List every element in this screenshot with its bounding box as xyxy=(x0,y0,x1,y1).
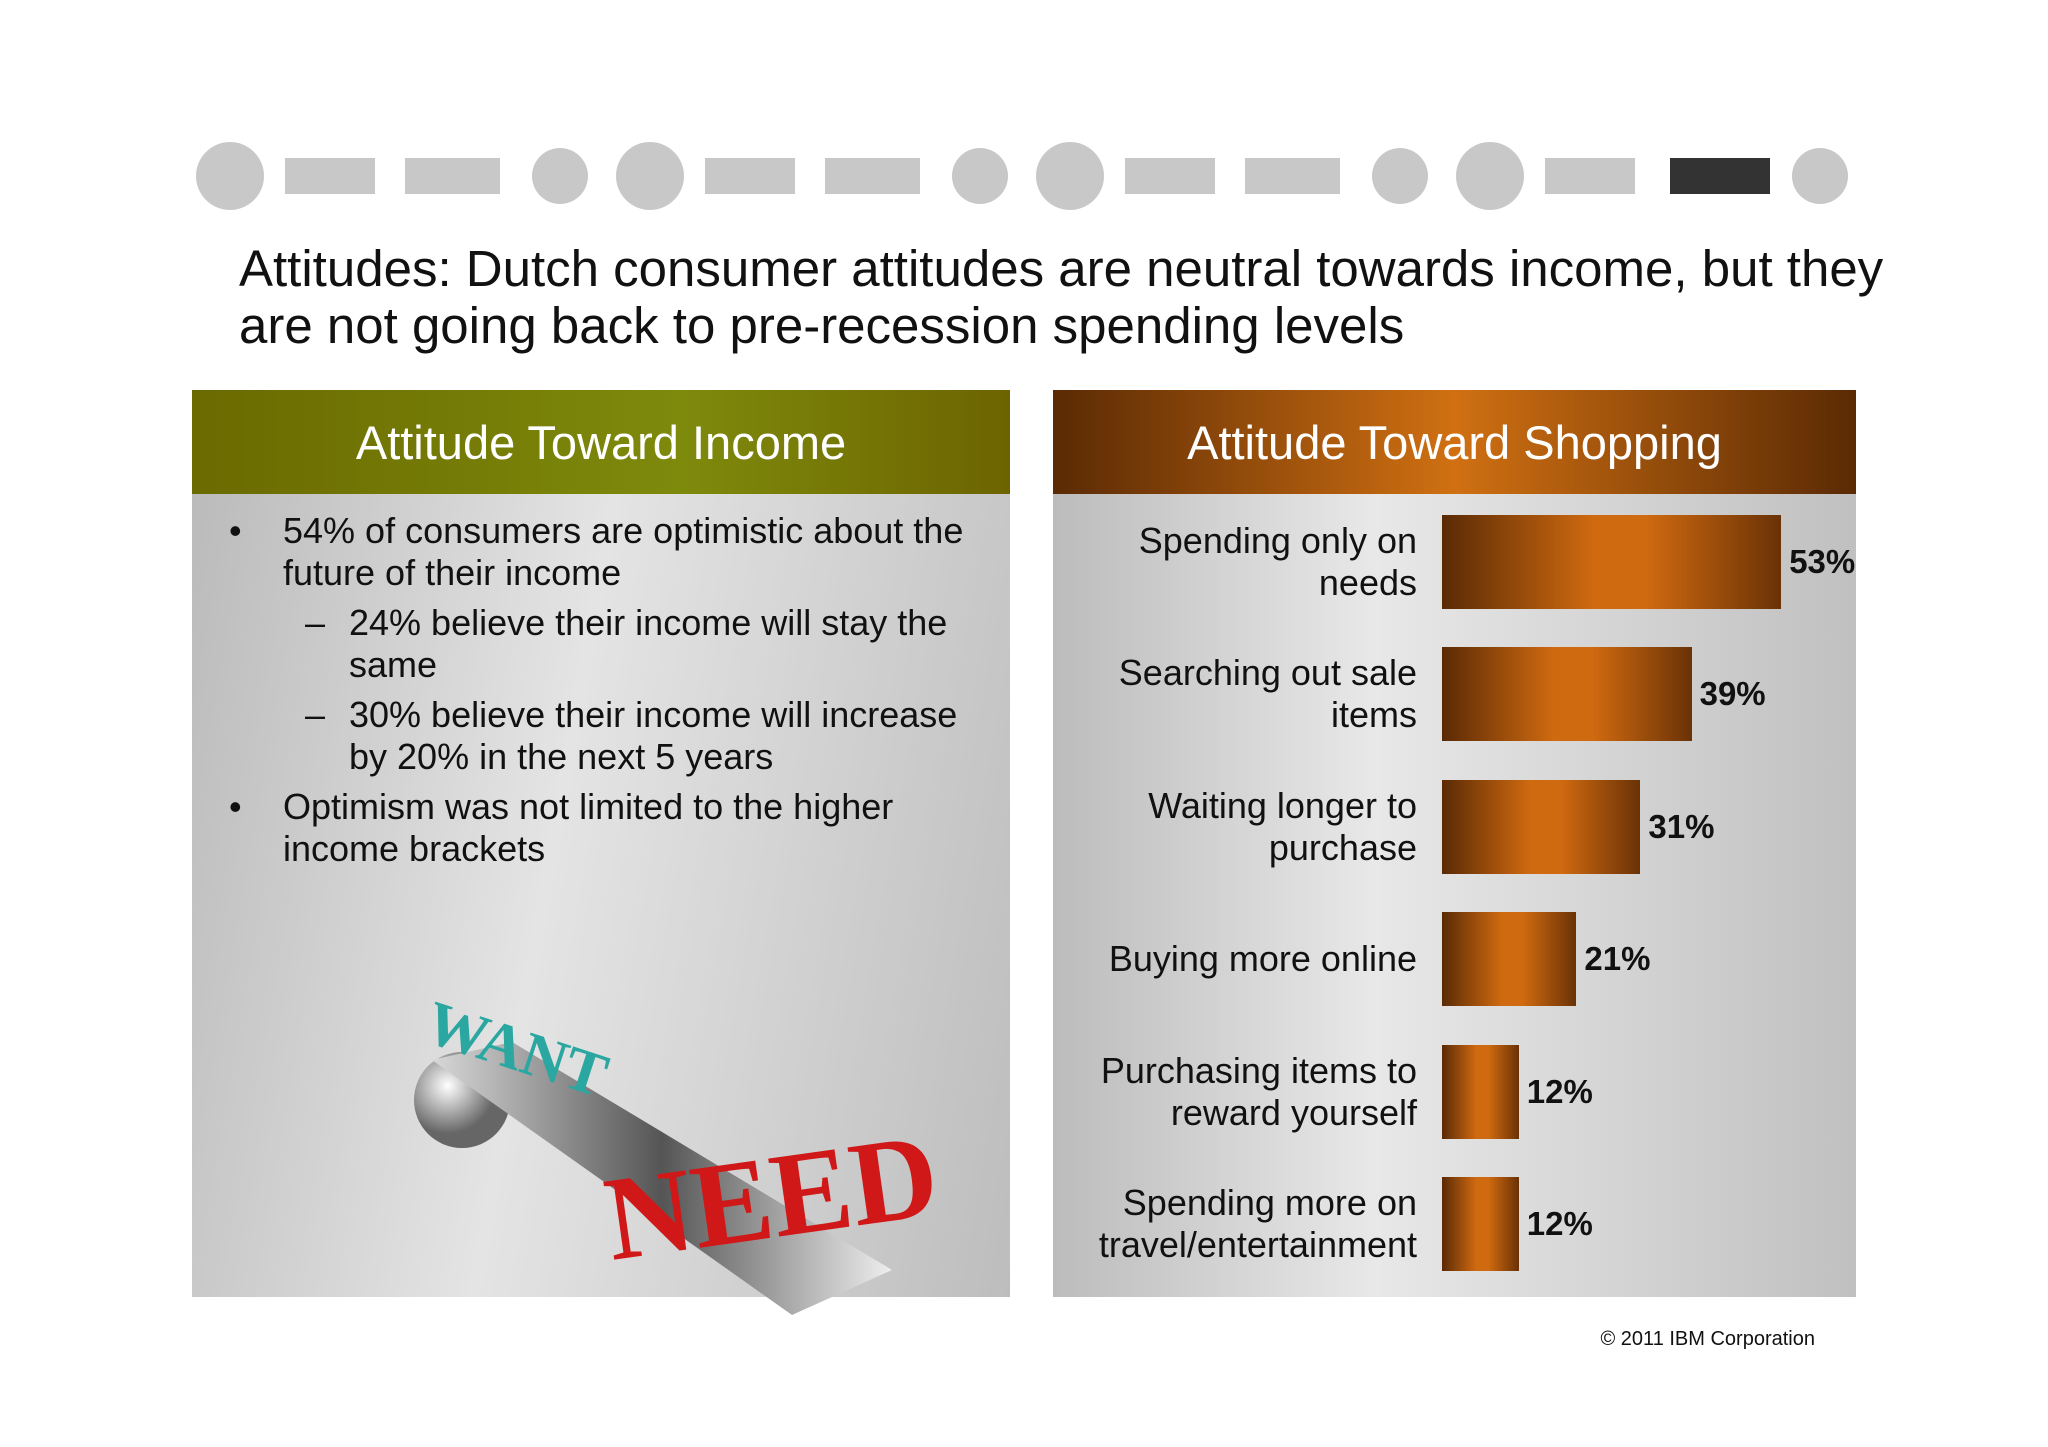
panel-title: Attitude Toward Income xyxy=(192,390,1010,494)
bar xyxy=(1442,912,1577,1007)
bar xyxy=(1442,1177,1519,1271)
bar xyxy=(1442,1044,1519,1139)
value-label: 53% xyxy=(1789,543,1856,580)
shopping-panel: Attitude Toward Shopping Spending only o… xyxy=(1053,390,1856,1297)
value-label: 21% xyxy=(1584,940,1651,978)
bullet-list: 54% of consumers are optimistic about th… xyxy=(229,510,1003,878)
bullet-item: 30% believe their income will increase b… xyxy=(305,694,1003,778)
value-label: 12% xyxy=(1526,1205,1593,1242)
chart-title: Attitude Toward Shopping xyxy=(1053,390,1856,494)
bullet-item: 54% of consumers are optimistic about th… xyxy=(229,510,1003,594)
category-label: Searching out sale items xyxy=(1118,652,1417,736)
copyright: © 2011 IBM Corporation xyxy=(1600,1328,1815,1350)
value-label: 39% xyxy=(1699,675,1766,713)
category-label: Spending only on needs xyxy=(1138,520,1417,603)
category-label: Buying more online xyxy=(1108,938,1417,980)
income-panel: Attitude Toward Income 54% of consumers … xyxy=(192,390,1010,1315)
slide-title: Attitudes: Dutch consumer attitudes are … xyxy=(239,240,1884,354)
bullet-item: Optimism was not limited to the higher i… xyxy=(229,786,1003,870)
bar xyxy=(1442,647,1692,742)
category-label: Spending more on travel/entertainment xyxy=(1098,1182,1417,1265)
illustration: WANT NEED xyxy=(414,989,932,1315)
bar xyxy=(1442,515,1782,609)
value-label: 12% xyxy=(1526,1072,1593,1110)
value-label: 31% xyxy=(1648,807,1715,845)
bar xyxy=(1442,779,1641,874)
logo-strip xyxy=(196,142,1848,210)
bullet-item: 24% believe their income will stay the s… xyxy=(305,602,1003,686)
category-label: Purchasing items to reward yourself xyxy=(1100,1049,1417,1133)
category-label: Waiting longer to purchase xyxy=(1148,784,1417,868)
